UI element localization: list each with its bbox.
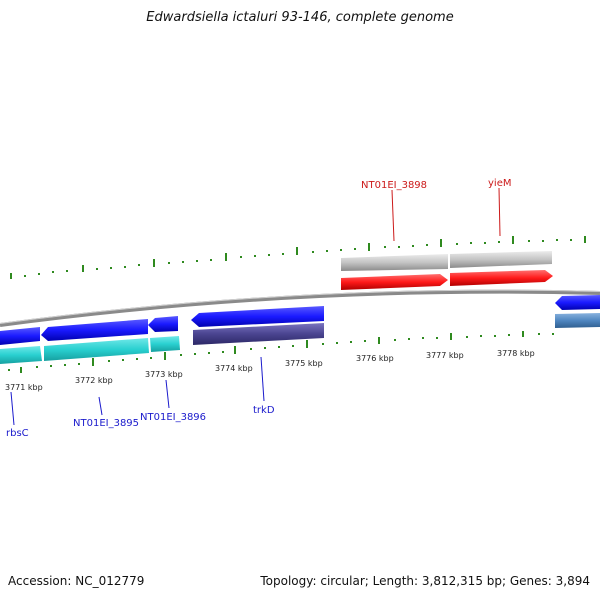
cds-rbsC[interactable]	[0, 327, 40, 345]
gene-yieM-grey[interactable]	[450, 251, 552, 268]
cds-right-edge[interactable]	[555, 295, 600, 310]
gene-NT01EI_3895[interactable]	[44, 338, 149, 361]
gene-label-yieM[interactable]: yieM	[488, 178, 511, 189]
tick-label: 3776 kbp	[356, 354, 394, 363]
gc-track-inner	[8, 331, 554, 373]
tick-label: 3778 kbp	[497, 349, 535, 358]
genome-backbone	[0, 289, 600, 327]
gene-label-NT01EI_3898[interactable]: NT01EI_3898	[361, 180, 427, 191]
tick-label: 3772 kbp	[75, 376, 113, 385]
gene-rbsC[interactable]	[0, 346, 42, 364]
map-title: Edwardsiella ictaluri 93-146, complete g…	[146, 10, 454, 25]
gc-track-outer	[10, 236, 586, 279]
cds-NT01EI_3898[interactable]	[341, 274, 448, 290]
gene-label-NT01EI_3895[interactable]: NT01EI_3895	[73, 418, 139, 429]
gene-label-rbsC[interactable]: rbsC	[6, 428, 29, 439]
reverse-genes-track	[0, 306, 324, 364]
gene-label-trkD[interactable]: trkD	[253, 405, 275, 416]
gene-NT01EI_3896[interactable]	[150, 336, 180, 352]
cds-yieM[interactable]	[450, 270, 553, 286]
coordinate-ruler: 3771 kbp 3772 kbp 3773 kbp 3774 kbp 3775…	[5, 349, 535, 392]
accession-text: Accession: NC_012779	[8, 574, 145, 588]
tick-label: 3774 kbp	[215, 364, 253, 373]
forward-genes-track	[341, 251, 600, 328]
tick-label: 3777 kbp	[426, 351, 464, 360]
label-leaders	[10, 187, 501, 426]
tick-label: 3775 kbp	[285, 359, 323, 368]
gene-labels: rbsC NT01EI_3895 NT01EI_3896 trkD NT01EI…	[6, 178, 511, 439]
cds-NT01EI_3895[interactable]	[41, 319, 148, 341]
cds-trkD[interactable]	[191, 306, 324, 327]
gene-trkD[interactable]	[193, 323, 324, 345]
gene-right-edge[interactable]	[555, 313, 600, 328]
tick-label: 3773 kbp	[145, 370, 183, 379]
cds-NT01EI_3896[interactable]	[148, 316, 178, 332]
gene-NT01EI_3898-grey[interactable]	[341, 254, 448, 271]
tick-label: 3771 kbp	[5, 383, 43, 392]
gene-label-NT01EI_3896[interactable]: NT01EI_3896	[140, 412, 206, 423]
genome-info-text: Topology: circular; Length: 3,812,315 bp…	[260, 574, 590, 588]
